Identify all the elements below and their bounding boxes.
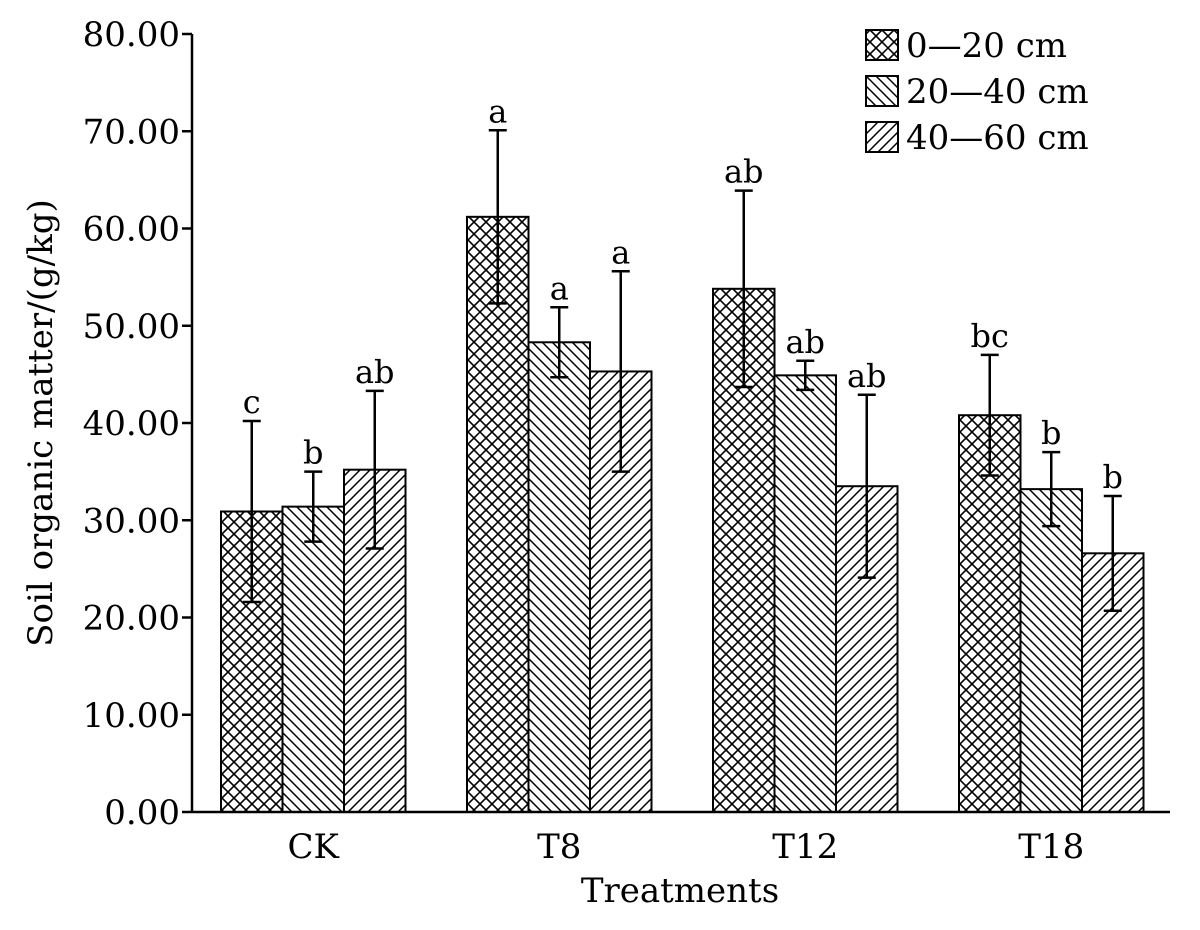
x-category-label: T12 [772, 827, 838, 867]
bar-t8-series-1 [466, 215, 530, 813]
x-category-label: CK [288, 827, 340, 867]
y-tick-label: 50.00 [83, 307, 180, 347]
y-tick-label: 80.00 [83, 15, 180, 55]
bar-ck-series-2 [281, 505, 345, 813]
bar-t18-series-2 [1019, 488, 1083, 813]
significance-label: b [1041, 414, 1061, 452]
bar-t12-series-2 [773, 374, 837, 813]
legend-label: 20—40 cm [906, 72, 1089, 112]
y-tick-label: 40.00 [83, 404, 180, 444]
significance-label: b [1103, 458, 1123, 496]
x-category-label: T18 [1018, 827, 1084, 867]
y-tick-label: 0.00 [104, 793, 180, 833]
x-category-label: T8 [537, 827, 581, 867]
significance-label: ab [847, 357, 887, 395]
significance-label: ab [355, 353, 395, 391]
legend: 0—20 cm 20—40 cm 40—60 cm [865, 26, 1089, 158]
y-tick-label: 70.00 [83, 112, 180, 152]
bar-t18-series-1 [958, 414, 1022, 813]
x-axis-title: Treatments [581, 871, 779, 911]
significance-label: ab [785, 323, 825, 361]
significance-label: a [550, 269, 569, 307]
y-tick-label: 60.00 [83, 210, 180, 250]
bar-t8-series-2 [527, 341, 591, 813]
legend-swatch [865, 121, 899, 153]
significance-label: b [303, 434, 323, 472]
y-axis-title: Soil organic matter/(g/kg) [21, 199, 61, 646]
y-tick-label: 10.00 [83, 696, 180, 736]
y-tick-label: 30.00 [83, 501, 180, 541]
legend-label: 40—60 cm [906, 118, 1089, 158]
significance-label: bc [971, 317, 1009, 355]
significance-label: a [611, 233, 630, 271]
significance-label: ab [724, 153, 764, 191]
legend-swatch [865, 29, 899, 61]
significance-label: a [488, 92, 507, 130]
legend-label: 0—20 cm [906, 26, 1067, 66]
legend-swatch [865, 75, 899, 107]
significance-label: c [243, 383, 261, 421]
y-tick-label: 20.00 [83, 599, 180, 639]
